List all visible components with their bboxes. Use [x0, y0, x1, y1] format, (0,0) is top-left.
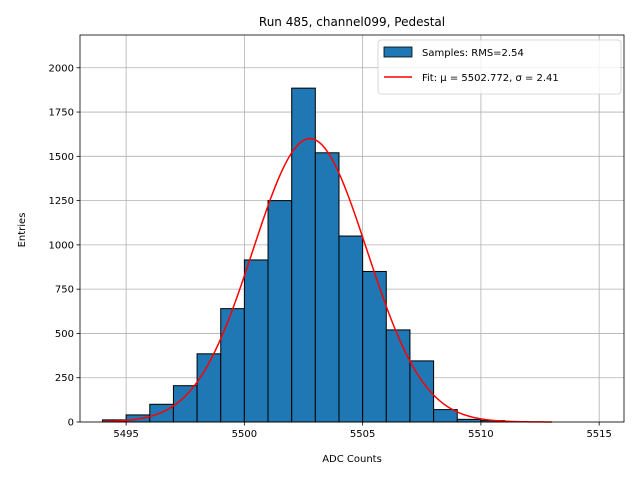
histogram-bar	[362, 270, 387, 423]
x-tick-label: 5515	[586, 429, 611, 440]
x-tick-label: 5505	[350, 429, 375, 440]
x-tick-label: 5495	[113, 429, 138, 440]
legend: Samples: RMS=2.54 Fit: μ = 5502.772, σ =…	[377, 39, 622, 95]
y-tick-label: 1000	[49, 240, 74, 251]
y-tick-label: 500	[55, 329, 74, 340]
histogram-bar	[220, 308, 245, 423]
y-tick-label: 0	[68, 418, 74, 429]
legend-box	[377, 39, 622, 95]
y-tick-label: 2000	[49, 63, 74, 74]
x-axis-ticks: 5495 5500 5505 5510 5515	[113, 422, 612, 440]
histogram-bar	[433, 409, 458, 423]
x-tick-label: 5500	[232, 429, 257, 440]
plot-frame	[79, 34, 625, 423]
chart-title: Run 485, channel099, Pedestal	[259, 15, 445, 29]
fit-curve-layer	[102, 137, 552, 423]
y-tick-label: 750	[55, 285, 74, 296]
legend-samples-swatch	[383, 46, 413, 58]
y-tick-label: 1750	[49, 108, 74, 119]
y-tick-label: 1500	[49, 152, 74, 163]
histogram-bar	[314, 152, 340, 423]
y-tick-label: 1250	[49, 196, 74, 207]
x-axis-label: ADC Counts	[322, 454, 382, 465]
x-tick-label: 5510	[468, 429, 493, 440]
histogram-bar	[243, 259, 269, 423]
y-axis-ticks: 0 250 500 750 1000 1250 1500 1750 2000	[49, 63, 80, 429]
histogram-bars	[101, 87, 529, 423]
y-tick-label: 250	[55, 373, 74, 384]
legend-samples-label: Samples: RMS=2.54	[422, 48, 524, 59]
legend-fit-label: Fit: μ = 5502.772, σ = 2.41	[422, 73, 559, 84]
fit-curve	[102, 137, 552, 423]
y-axis-label: Entries	[17, 213, 28, 248]
histogram-bar	[385, 329, 411, 423]
histogram-bar	[267, 200, 293, 423]
histogram-bar	[338, 235, 364, 423]
